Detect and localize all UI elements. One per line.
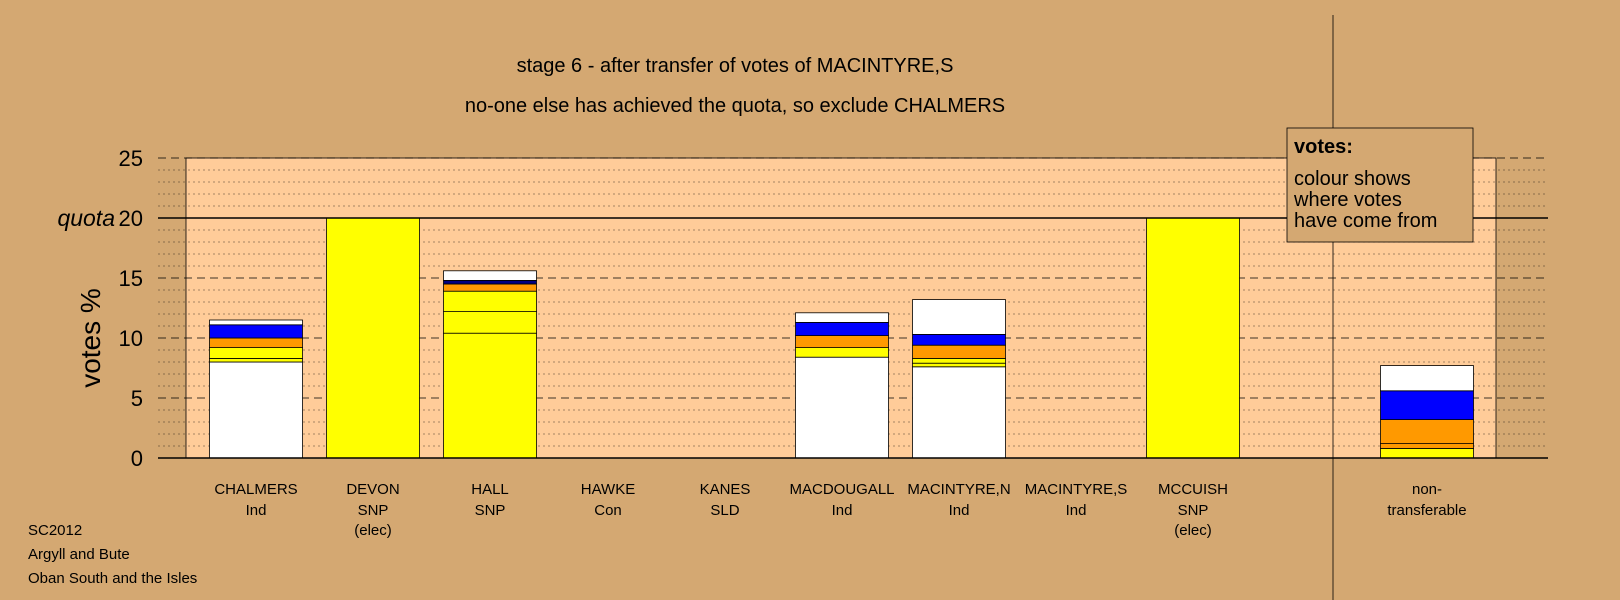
candidate-chalmers-bar-segment-white [209,361,303,459]
y-axis-label: votes % [75,288,106,388]
candidate-hall-bar-segment-yellow [443,332,537,459]
candidate-mccuish-party: SNP [1178,502,1209,519]
legend-line: have come from [1294,210,1437,232]
candidate-mccuish-name: MCCUISH [1158,481,1228,498]
candidate-mccuish-status: (elec) [1174,522,1212,539]
legend-box [1286,127,1474,243]
candidate-macdougall-party: Ind [832,502,853,519]
candidate-macintyre-n-bar-segment-blue [912,333,1006,346]
y-tick-label: 20 [119,206,143,231]
candidate-macintyre-n-bar-segment-yellow [912,357,1006,364]
footer-election: SC2012 [28,522,83,539]
candidate-devon-bar-segment-yellow [326,217,420,459]
y-tick-label: 0 [131,446,143,471]
candidate-chalmers-party: Ind [246,502,267,519]
y-tick-label: 25 [119,146,143,171]
candidate-chalmers-bar-segment-blue [209,324,303,339]
candidate-macdougall-bar-segment-orange [795,335,889,349]
footer-ward: Oban South and the Isles [28,570,198,587]
candidate-chalmers-bar-segment-white [209,319,303,326]
candidate-hall-bar-segment-yellow [443,311,537,334]
candidate-hall-party: SNP [475,502,506,519]
candidate-macintyre-s-party: Ind [1066,502,1087,519]
candidate-kanes-party: SLD [710,502,739,519]
candidate-macintyre-n-party: Ind [949,502,970,519]
candidate-macintyre-n-name: MACINTYRE,N [907,481,1010,498]
candidate-macintyre-n-bar-segment-yellow [912,362,1006,368]
candidate-chalmers-bar-segment-yellow [209,347,303,359]
candidate-hall-bar-segment-yellow [443,290,537,313]
y-tick-label: 5 [131,386,143,411]
footer-council: Argyll and Bute [28,546,130,563]
chart-subtitle: no-one else has achieved the quota, so e… [465,95,1005,117]
non-transferable-bar-segment-orange [1380,443,1474,449]
candidate-macintyre-s-name: MACINTYRE,S [1025,481,1128,498]
candidate-hall-bar-segment-navy [443,279,537,285]
legend-line: colour shows [1294,168,1411,190]
y-tick-label: 15 [119,266,143,291]
non-transferable-name: non- [1412,481,1442,498]
candidate-hawke-name: HAWKE [581,481,635,498]
candidate-macdougall-bar-segment-blue [795,321,889,336]
candidate-hall-bar-segment-white [443,270,537,281]
candidate-hawke-party: Con [594,502,622,519]
non-transferable-bar-segment-orange [1380,419,1474,445]
candidate-chalmers-bar-segment-orange [209,337,303,348]
candidate-mccuish-bar-segment-yellow [1146,217,1240,459]
legend-heading: votes: [1294,136,1353,158]
non-transferable-bar-segment-yellow [1380,447,1474,459]
candidate-macintyre-n-bar-segment-white [912,366,1006,459]
chart-title: stage 6 - after transfer of votes of MAC… [517,55,954,77]
candidate-kanes-name: KANES [700,481,751,498]
candidate-macintyre-n-bar-segment-orange [912,344,1006,359]
candidate-macdougall-name: MACDOUGALL [789,481,894,498]
candidate-macdougall-bar-segment-white [795,312,889,323]
candidate-chalmers-name: CHALMERS [214,481,297,498]
candidate-chalmers-bar-segment-yellow [209,357,303,363]
candidate-devon-name: DEVON [346,481,399,498]
candidate-devon-party: SNP [358,502,389,519]
candidate-hall-bar-segment-orange [443,283,537,292]
candidate-macdougall-bar-segment-yellow [795,347,889,358]
candidate-macintyre-n-bar-segment-white [912,299,1006,335]
candidate-macdougall-bar-segment-white [795,356,889,459]
quota-label: quota [57,205,115,231]
candidate-devon-status: (elec) [354,522,392,539]
non-transferable-bar-segment-white [1380,365,1474,392]
non-transferable-bar-segment-blue [1380,390,1474,420]
legend-line: where votes [1293,189,1402,211]
y-tick-label: 10 [119,326,143,351]
candidate-hall-name: HALL [471,481,509,498]
non-transferable-party: transferable [1387,502,1466,519]
